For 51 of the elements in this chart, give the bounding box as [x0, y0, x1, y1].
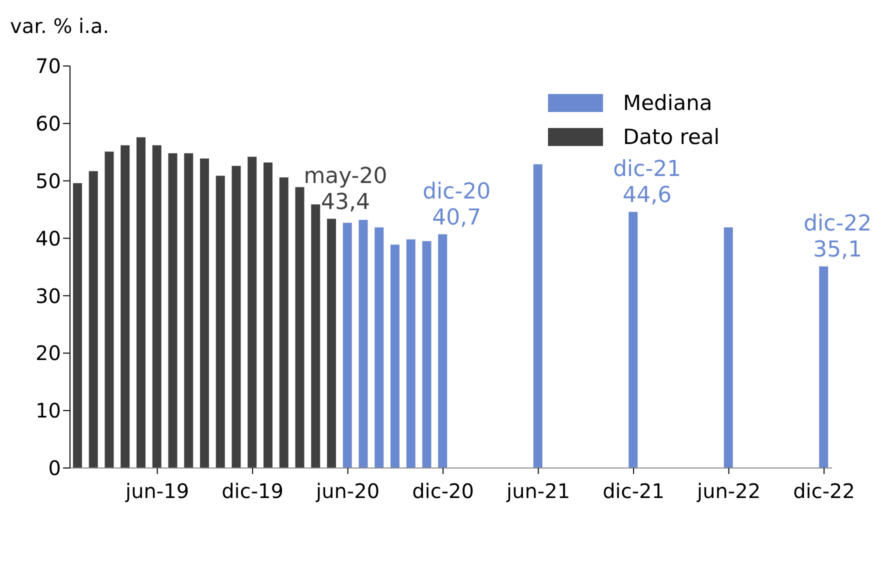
data-label: may-20 43,4 — [304, 164, 388, 215]
y-tick-label: 70 — [36, 54, 61, 78]
bar — [390, 244, 400, 468]
x-tick-label: jun-20 — [315, 479, 380, 503]
bar — [533, 164, 542, 468]
data-label: dic-21 44,6 — [613, 156, 682, 208]
bar — [232, 166, 241, 468]
bar — [327, 218, 336, 468]
bar — [216, 176, 225, 468]
bar — [724, 227, 733, 468]
x-tick-label: jun-19 — [124, 479, 190, 503]
data-label: dic-20 40,7 — [422, 179, 491, 230]
y-tick-label: 10 — [36, 398, 61, 423]
bar — [264, 162, 272, 468]
y-tick-label: 0 — [48, 456, 61, 480]
bar — [136, 137, 146, 468]
x-tick-label: jun-21 — [506, 479, 570, 503]
y-axis-title: var. % i.a. — [10, 14, 110, 38]
legend-label: Mediana — [623, 91, 712, 115]
data-label: dic-22 35,1 — [804, 211, 872, 262]
bar — [120, 145, 130, 468]
bar — [152, 145, 162, 468]
x-tick-label: dic-19 — [222, 479, 284, 503]
bar — [358, 220, 368, 468]
bar — [819, 266, 828, 468]
y-tick-label: 30 — [36, 284, 61, 308]
y-tick-label: 60 — [36, 112, 61, 136]
x-tick-label: dic-21 — [602, 479, 665, 503]
bar — [311, 204, 320, 468]
bar — [168, 153, 178, 468]
bar — [422, 241, 432, 468]
y-tick-label: 20 — [36, 341, 61, 366]
bar — [374, 227, 384, 468]
bar — [73, 183, 82, 468]
bar — [184, 153, 194, 468]
bar — [628, 212, 638, 468]
x-tick-label: dic-22 — [793, 479, 856, 503]
bar — [200, 158, 209, 468]
bar — [104, 152, 114, 468]
bar — [295, 187, 304, 468]
bar — [406, 239, 416, 468]
bar — [248, 156, 257, 468]
y-tick-label: 40 — [36, 226, 61, 250]
bar — [279, 177, 288, 468]
legend-label: Dato real — [623, 125, 720, 149]
bar — [438, 234, 448, 468]
x-tick-label: jun-22 — [696, 479, 761, 503]
bar — [342, 222, 352, 468]
y-tick-label: 50 — [36, 168, 61, 193]
x-tick-label: dic-20 — [412, 479, 474, 503]
bar — [88, 171, 98, 468]
